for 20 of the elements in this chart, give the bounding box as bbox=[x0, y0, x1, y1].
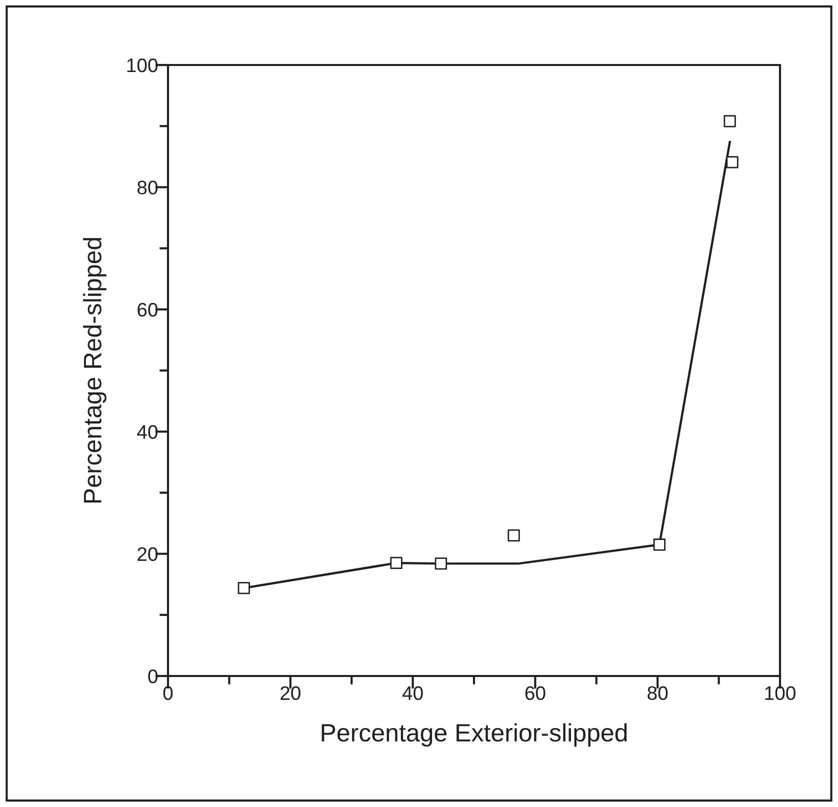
point bbox=[238, 582, 250, 594]
y-tick-label: 40 bbox=[137, 425, 158, 439]
y-tick-label: 100 bbox=[127, 58, 158, 72]
x-tick-label: 60 bbox=[525, 686, 546, 700]
point bbox=[434, 558, 448, 570]
x-tick-label: 100 bbox=[765, 686, 796, 700]
x-tick-label: 20 bbox=[280, 686, 300, 700]
x-axis-title: Percentage Exterior-slipped bbox=[322, 723, 627, 747]
y-tick-label: 20 bbox=[138, 547, 158, 562]
point bbox=[508, 529, 520, 542]
x-tick-label: 80 bbox=[648, 686, 668, 700]
y-tick-label: 80 bbox=[137, 180, 158, 194]
point bbox=[653, 538, 666, 551]
x-tick-label: 0 bbox=[163, 686, 173, 700]
y-axis-title: Percentage Red-slipped bbox=[83, 238, 106, 503]
point bbox=[390, 556, 402, 570]
point bbox=[724, 115, 736, 128]
y-tick-label: 60 bbox=[138, 302, 158, 317]
x-tick-label: 40 bbox=[402, 686, 423, 700]
point bbox=[726, 156, 738, 168]
